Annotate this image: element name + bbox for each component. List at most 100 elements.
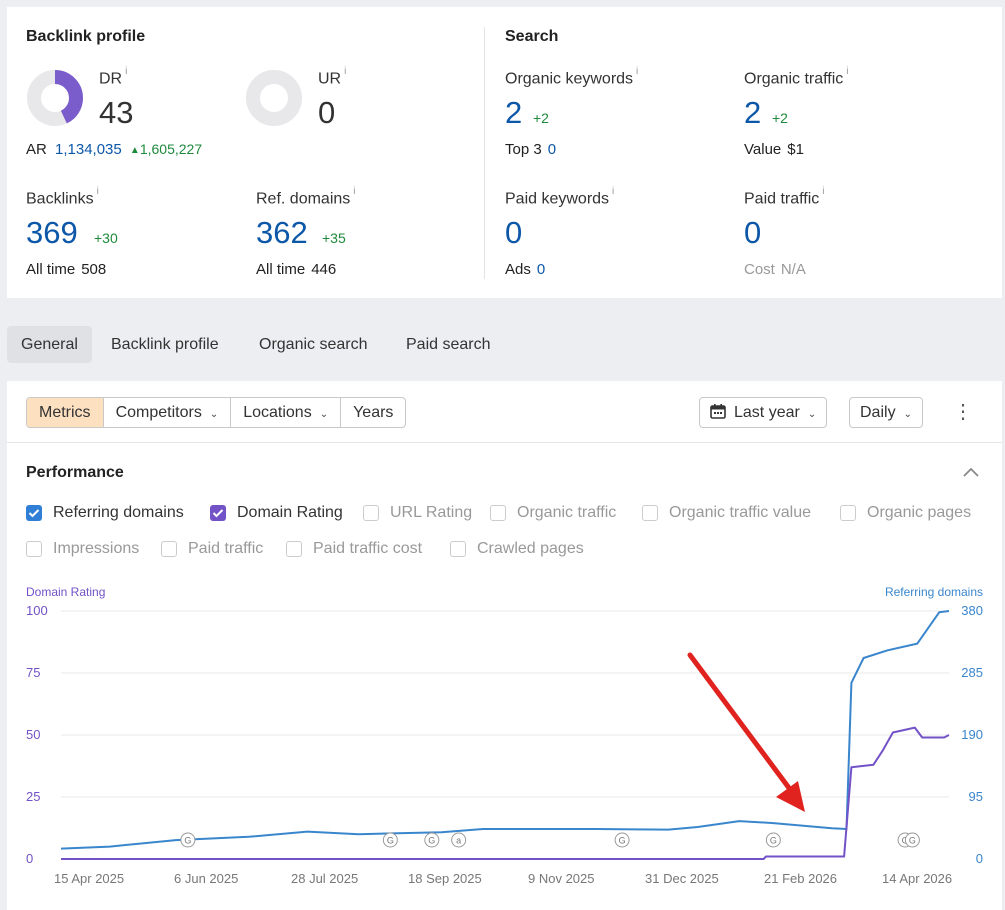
checkbox-checked-icon [210,505,226,521]
chevron-up-icon[interactable] [962,465,980,479]
info-icon[interactable]: i [612,186,615,197]
checkbox-organic-pages[interactable]: Organic pages [840,504,971,522]
right-axis-tick: 285 [961,665,983,680]
svg-text:G: G [619,836,626,846]
tab-backlink-profile[interactable]: Backlink profile [111,336,219,353]
chevron-down-icon: ⌄ [209,409,219,420]
right-axis-tick: 380 [961,603,983,618]
info-icon[interactable]: i [344,66,347,77]
granularity-dropdown[interactable]: Daily ⌄ [849,397,923,428]
backlinks-value[interactable]: 369 [26,215,78,250]
ur-value: 0 [318,95,336,130]
traffic-value-row: Value $1 [744,141,804,158]
info-icon[interactable]: i [125,66,128,77]
x-axis-tick: 15 Apr 2025 [54,871,125,886]
locations-dropdown[interactable]: Locations ⌄ [231,398,342,427]
checkbox-label: Organic traffic [517,504,617,521]
x-axis-tick: 31 Dec 2025 [645,871,719,886]
x-axis-tick: 14 Apr 2026 [882,871,953,886]
x-axis-tick: 9 Nov 2025 [528,871,595,886]
ads-row: Ads 0 [505,261,546,278]
info-icon[interactable]: i [353,186,356,197]
view-mode-button-group: Metrics Competitors ⌄ Locations ⌄ Years [26,397,407,428]
checkbox-label: Domain Rating [237,504,343,521]
checkbox-paid-traffic[interactable]: Paid traffic [161,540,263,558]
left-axis-tick: 75 [26,665,41,680]
checkbox-domain-rating[interactable]: Domain Rating [210,504,343,522]
checkbox-paid-traffic-cost[interactable]: Paid traffic cost [286,540,422,558]
right-axis-tick: 190 [961,727,983,742]
ar-delta: ▲1,605,227 [129,141,203,157]
checkbox-impressions[interactable]: Impressions [26,540,139,558]
more-options-icon[interactable]: ⋮ [953,401,973,423]
chevron-down-icon: ⌄ [807,409,817,420]
left-axis-tick: 50 [26,727,41,742]
backlinks-delta: +30 [94,230,118,246]
left-axis-tick: 25 [26,789,41,804]
annotation-marker: G [904,832,920,848]
tab-general[interactable]: General [7,326,92,363]
info-icon[interactable]: i [636,66,639,77]
performance-card: Metrics Competitors ⌄ Locations ⌄ Years La… [7,381,1002,910]
tab-organic-search[interactable]: Organic search [259,336,368,353]
checkbox-label: Impressions [53,540,140,557]
checkbox-referring-domains[interactable]: Referring domains [26,504,184,522]
backlink-profile-title: Backlink profile [26,28,146,45]
right-axis-tick: 0 [975,851,983,866]
checkbox-label: Paid traffic [188,540,264,557]
checkbox-organic-traffic-value[interactable]: Organic traffic value [642,504,811,522]
right-axis-title: Referring domains [884,585,983,599]
organic-keywords-value[interactable]: 2 [505,95,523,130]
checkbox-unchecked-icon [642,505,658,521]
tab-paid-search[interactable]: Paid search [406,336,491,353]
organic-keywords-delta: +2 [533,110,549,126]
info-icon[interactable]: i [846,66,849,77]
checkbox-label: Paid traffic cost [313,540,423,557]
annotation-marker: G [382,832,398,848]
right-axis-tick: 95 [968,789,983,804]
checkbox-checked-icon [26,505,42,521]
svg-text:a: a [456,836,461,846]
checkbox-unchecked-icon [450,541,466,557]
checkbox-unchecked-icon [161,541,177,557]
chevron-down-icon: ⌄ [319,409,329,420]
ref-domains-value[interactable]: 362 [256,215,308,250]
ref-domains-label: Ref. domains i [256,186,356,208]
left-axis-tick: 100 [26,603,48,618]
svg-text:G: G [909,836,916,846]
period-dropdown[interactable]: Last year ⌄ [699,397,828,428]
checkbox-label: Referring domains [53,504,184,521]
left-axis-title: Domain Rating [26,585,106,599]
annotation-marker: G [180,832,196,848]
checkbox-unchecked-icon [286,541,302,557]
checkbox-unchecked-icon [363,505,379,521]
info-icon[interactable]: i [96,186,99,197]
metrics-button[interactable]: Metrics [27,398,104,427]
checkbox-organic-traffic[interactable]: Organic traffic [490,504,616,522]
backlinks-label: Backlinks i [26,186,99,208]
paid-traffic-value[interactable]: 0 [744,215,762,250]
dr-donut-chart [27,70,83,126]
organic-traffic-label: Organic traffic i [744,66,849,88]
ar-row: AR 1,134,035 ▲1,605,227 [26,141,202,158]
left-axis-tick: 0 [26,851,34,866]
organic-traffic-delta: +2 [772,110,788,126]
chevron-down-icon: ⌄ [903,409,912,420]
checkbox-label: URL Rating [390,504,473,521]
paid-traffic-label: Paid traffic i [744,186,825,208]
checkbox-crawled-pages[interactable]: Crawled pages [450,540,584,558]
checkbox-url-rating[interactable]: URL Rating [363,504,472,522]
checkbox-label: Crawled pages [477,540,584,557]
x-axis-tick: 6 Jun 2025 [174,871,239,886]
competitors-dropdown[interactable]: Competitors ⌄ [104,398,232,427]
svg-text:G: G [184,836,191,846]
svg-text:G: G [428,836,435,846]
calendar-icon [710,404,726,419]
ar-value[interactable]: 1,134,035 [55,141,122,158]
organic-traffic-value[interactable]: 2 [744,95,762,130]
paid-keywords-value[interactable]: 0 [505,215,523,250]
ar-label: AR [26,141,47,158]
performance-chart[interactable]: GGGaGGGG [7,591,1002,891]
years-button[interactable]: Years [353,404,394,421]
info-icon[interactable]: i [822,186,825,197]
